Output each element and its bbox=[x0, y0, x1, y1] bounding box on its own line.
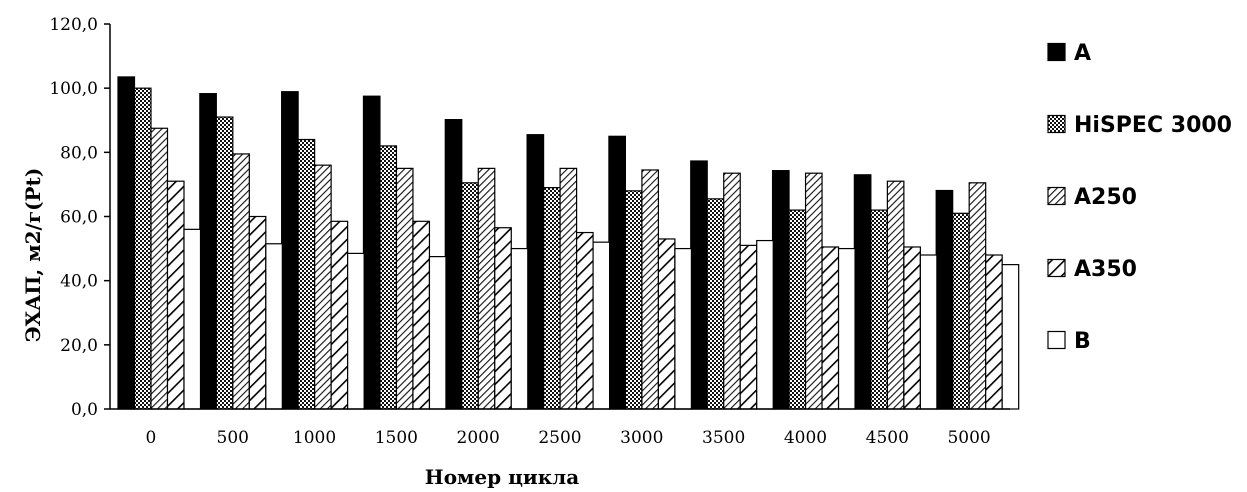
bar-hispec-3000-2000 bbox=[462, 183, 479, 409]
legend-swatch bbox=[1048, 260, 1065, 277]
bar-b-3000 bbox=[675, 249, 692, 409]
y-tick-label: 0,0 bbox=[71, 400, 98, 420]
x-tick-label: 0 bbox=[145, 428, 156, 448]
bar-a-4500 bbox=[854, 175, 871, 409]
bar-hispec-3000-5000 bbox=[953, 213, 970, 409]
y-tick-label: 60,0 bbox=[60, 208, 98, 228]
bar-a-5000 bbox=[936, 191, 953, 409]
bar-a-3000 bbox=[609, 136, 626, 409]
legend-label: A250 bbox=[1074, 185, 1137, 210]
bar-b-4000 bbox=[839, 249, 856, 409]
bar-a350-0 bbox=[168, 181, 185, 409]
bar-a250-500 bbox=[233, 154, 250, 409]
x-tick-label: 1500 bbox=[375, 428, 418, 448]
bar-a250-3500 bbox=[724, 173, 741, 409]
bar-hispec-3000-1500 bbox=[380, 146, 397, 409]
bar-a250-3000 bbox=[642, 170, 659, 409]
legend-label: B bbox=[1074, 329, 1091, 354]
y-tick-label: 40,0 bbox=[60, 272, 98, 292]
x-axis-title: Номер цикла bbox=[425, 465, 579, 489]
bar-a350-3500 bbox=[740, 245, 757, 409]
legend-label: HiSPEC 3000 bbox=[1074, 113, 1232, 138]
y-axis-ticks: 0,0 20,0 40,0 60,0 80,0 100,0 120,0 bbox=[49, 15, 110, 420]
bar-hispec-3000-3500 bbox=[707, 199, 724, 409]
bar-hispec-3000-0 bbox=[135, 88, 152, 409]
bar-a-2000 bbox=[445, 120, 462, 409]
bar-b-1000 bbox=[348, 253, 365, 409]
bar-hispec-3000-2500 bbox=[544, 188, 561, 409]
bar-a350-3000 bbox=[658, 239, 675, 409]
bar-a250-5000 bbox=[969, 183, 986, 409]
bar-b-2500 bbox=[593, 242, 610, 409]
bar-a350-2000 bbox=[495, 228, 512, 409]
bar-a-2500 bbox=[527, 135, 544, 409]
bar-a350-1500 bbox=[413, 221, 430, 409]
bar-b-4500 bbox=[920, 255, 937, 409]
bar-a-4000 bbox=[773, 171, 790, 409]
legend-label: A bbox=[1074, 41, 1091, 66]
bar-a250-1500 bbox=[396, 168, 413, 409]
bar-a-3500 bbox=[691, 161, 708, 409]
bar-b-5000 bbox=[1002, 265, 1019, 409]
bar-hispec-3000-1000 bbox=[298, 140, 315, 410]
bar-b-0 bbox=[184, 229, 201, 409]
bar-a-0 bbox=[118, 77, 135, 409]
x-axis-ticks: 0 500 1000 1500 2000 2500 3000 3500 4000 4500 5000 bbox=[145, 428, 990, 448]
bar-a350-500 bbox=[249, 217, 266, 410]
bar-a350-4500 bbox=[904, 247, 921, 409]
bar-b-1500 bbox=[429, 257, 446, 409]
bar-a-1500 bbox=[363, 96, 380, 409]
y-tick-label: 120,0 bbox=[49, 15, 98, 35]
legend-swatch bbox=[1048, 188, 1065, 205]
bar-b-500 bbox=[266, 244, 283, 409]
bar-b-3500 bbox=[757, 241, 774, 409]
x-tick-label: 2000 bbox=[457, 428, 500, 448]
x-tick-label: 5000 bbox=[947, 428, 990, 448]
bar-hispec-3000-500 bbox=[216, 117, 233, 409]
x-tick-label: 4500 bbox=[866, 428, 909, 448]
bar-a250-1000 bbox=[315, 165, 332, 409]
legend-label: A350 bbox=[1074, 257, 1137, 282]
x-tick-label: 1000 bbox=[293, 428, 336, 448]
bar-b-2000 bbox=[511, 249, 527, 409]
bar-a250-0 bbox=[151, 128, 168, 409]
bar-a350-5000 bbox=[986, 255, 1003, 409]
x-tick-label: 3500 bbox=[702, 428, 745, 448]
x-tick-label: 3000 bbox=[620, 428, 663, 448]
bars bbox=[118, 77, 1019, 409]
bar-a250-2000 bbox=[478, 168, 495, 409]
bar-a250-4000 bbox=[806, 173, 823, 409]
y-tick-label: 20,0 bbox=[60, 336, 98, 356]
legend-swatch bbox=[1048, 116, 1065, 133]
legend-swatch bbox=[1048, 332, 1065, 349]
y-tick-label: 80,0 bbox=[60, 143, 98, 163]
y-axis-title: ЭХАП, м2/г(Pt) bbox=[21, 168, 45, 343]
bar-a350-4000 bbox=[822, 247, 839, 409]
legend: A HiSPEC 3000 A250 A350 B bbox=[1048, 41, 1232, 354]
legend-swatch bbox=[1048, 44, 1065, 61]
bar-a350-1000 bbox=[331, 221, 348, 409]
x-tick-label: 2500 bbox=[538, 428, 581, 448]
bar-a250-2500 bbox=[560, 168, 577, 409]
x-tick-label: 4000 bbox=[784, 428, 827, 448]
bar-hispec-3000-4500 bbox=[871, 210, 888, 409]
bar-a-500 bbox=[200, 94, 217, 409]
bar-hispec-3000-3000 bbox=[625, 191, 642, 409]
bar-a350-2500 bbox=[577, 233, 594, 409]
bar-a250-4500 bbox=[887, 181, 904, 409]
bar-a-1000 bbox=[282, 92, 299, 409]
x-tick-label: 500 bbox=[217, 428, 249, 448]
y-tick-label: 100,0 bbox=[49, 79, 98, 99]
bar-hispec-3000-4000 bbox=[789, 210, 806, 409]
